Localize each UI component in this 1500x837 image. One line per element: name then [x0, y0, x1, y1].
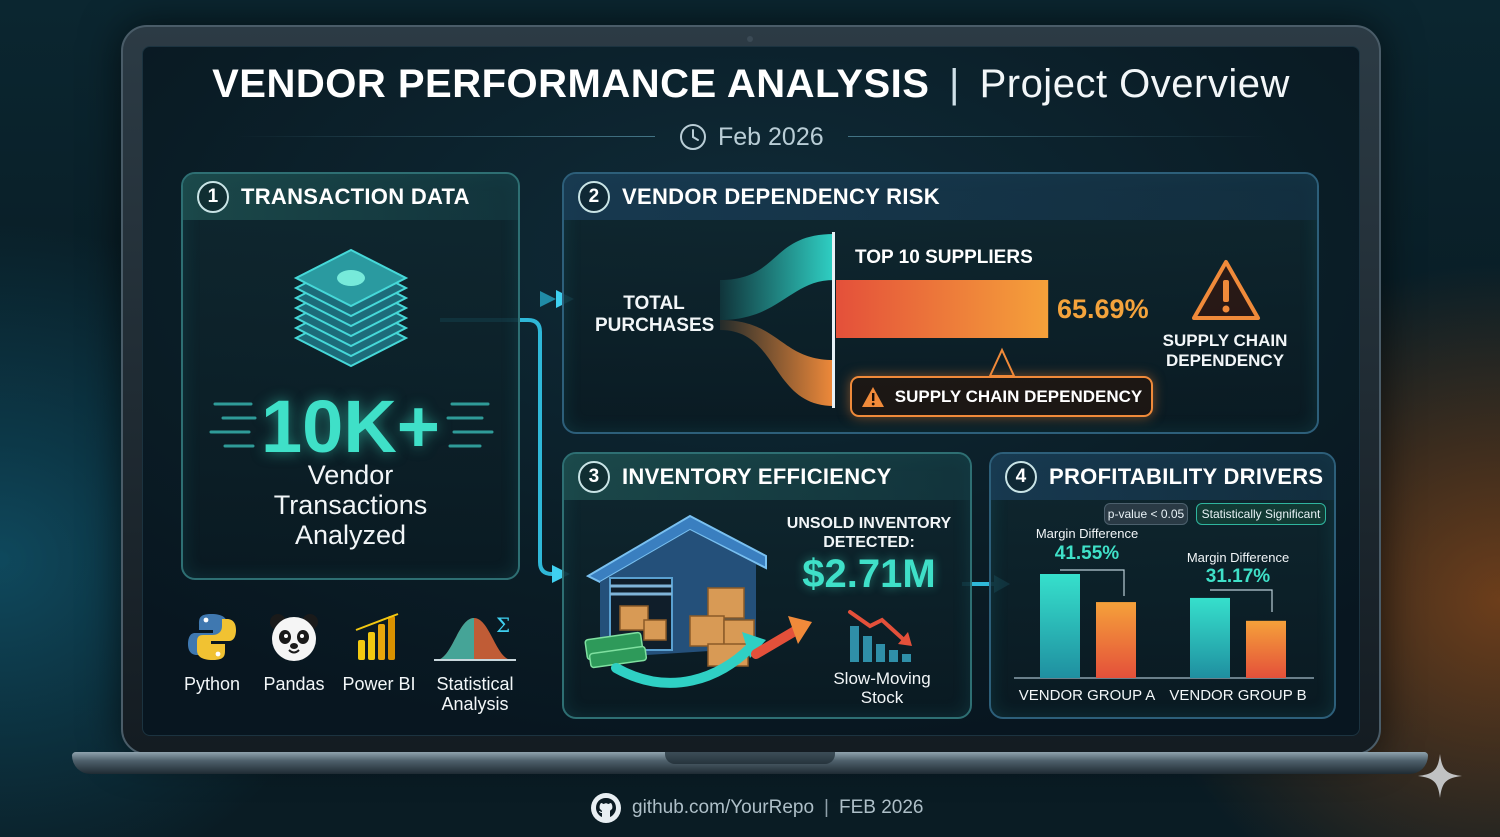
caption-line: Vendor [307, 460, 394, 490]
github-icon [591, 793, 621, 823]
flow-top-suppliers [720, 234, 834, 320]
transaction-data-header: 1 TRANSACTION DATA [183, 174, 518, 220]
profitability-drivers-header: 4 PROFITABILITY DRIVERS [991, 454, 1334, 500]
tool-pandas: Pandas [258, 610, 330, 694]
warehouse-icon [584, 514, 812, 688]
top10-share-value: 65.69% [1057, 294, 1149, 324]
arrow-head-inventory [552, 565, 570, 583]
laptop-notch [665, 752, 835, 764]
footer: github.com/YourRepo | FEB 2026 [590, 792, 923, 824]
tool-label: Statistical [436, 674, 514, 694]
tool-label: Python [183, 674, 241, 694]
unsold-inventory-label: UNSOLD INVENTORY DETECTED: [780, 514, 958, 552]
group-b-bar-teal [1190, 597, 1230, 678]
warning-triangle-icon [1192, 260, 1260, 320]
total-purchases-label: TOTAL PURCHASES [595, 293, 715, 337]
transaction-data-panel: 1 TRANSACTION DATA [181, 172, 520, 580]
title-divider-left [235, 136, 655, 137]
label-line: DETECTED: [823, 534, 915, 551]
tool-label: Analysis [441, 694, 509, 714]
title-separator: | [949, 62, 960, 106]
group-a-bar-orange [1096, 602, 1136, 678]
label-line: UNSOLD INVENTORY [786, 515, 952, 532]
date-label: Feb 2026 [718, 122, 824, 151]
stacked-cash-icon [293, 248, 409, 368]
label-line: Slow-Moving [833, 669, 931, 688]
callout-pointer [988, 347, 1016, 377]
page-title: VENDOR PERFORMANCE ANALYSIS | Project Ov… [142, 62, 1360, 107]
group-a-bracket [1060, 569, 1125, 596]
tool-label: Power BI [342, 674, 416, 694]
significance-badge: Statistically Significant [1196, 503, 1326, 525]
step-badge: 4 [1005, 461, 1037, 493]
dependency-flow-chart [720, 232, 1049, 408]
top10-suppliers-label: TOP 10 SUPPLIERS [855, 247, 1033, 268]
python-icon [188, 614, 236, 660]
group-b-margin-label: Margin Difference [1186, 550, 1290, 565]
group-b-bar-orange [1246, 620, 1286, 678]
powerbi-icon [355, 613, 399, 660]
transactions-count: 10K+ [261, 385, 440, 468]
footer-separator: | [824, 797, 829, 818]
date-row: Feb 2026 [678, 121, 824, 153]
group-a-margin-label: Margin Difference [1035, 526, 1139, 541]
panda-icon [270, 614, 318, 661]
group-b-bracket [1210, 589, 1273, 612]
group-a-bar-teal [1040, 574, 1080, 678]
flow-other-suppliers [720, 320, 834, 406]
stat-glow-left [209, 402, 257, 448]
group-a-label: VENDOR GROUP A [1018, 687, 1156, 704]
sparkle-icon [1418, 754, 1462, 798]
webcam-icon [747, 36, 753, 42]
label-line: Stock [860, 688, 904, 707]
flow-axis [832, 232, 835, 408]
top10-share-bar [836, 280, 1049, 338]
group-a-margin-value: 41.55% [1054, 543, 1120, 564]
supply-chain-risk-label: SUPPLY CHAIN DEPENDENCY [1160, 331, 1290, 371]
warning-icon [861, 386, 884, 407]
callout-text: SUPPLY CHAIN DEPENDENCY [894, 386, 1143, 406]
repo-link[interactable]: github.com/YourRepo [632, 797, 815, 818]
caption-line: Transactions [273, 490, 428, 520]
bell-curve-icon: Σ [434, 613, 516, 661]
label-line: TOTAL [623, 293, 685, 314]
pvalue-badge: p-value < 0.05 [1104, 503, 1188, 525]
tool-powerbi: Power BI [341, 610, 417, 694]
group-b-margin-value: 31.17% [1205, 566, 1271, 587]
tool-label: Pandas [263, 674, 325, 694]
declining-bars-icon [848, 610, 912, 662]
transactions-caption: Vendor Transactions Analyzed [181, 460, 520, 550]
group-b-label: VENDOR GROUP B [1169, 687, 1307, 704]
label-line: DEPENDENCY [1165, 351, 1285, 370]
clock-icon [680, 124, 706, 150]
unsold-inventory-value: $2.71M [802, 552, 936, 596]
label-line: SUPPLY CHAIN [1162, 331, 1288, 350]
slow-moving-stock-label: Slow-Moving Stock [820, 669, 944, 707]
tool-statistics: Σ Statistical Analysis [430, 610, 520, 714]
footer-date: FEB 2026 [838, 797, 924, 818]
panel-title: INVENTORY EFFICIENCY [622, 464, 892, 489]
profitability-bar-chart [1014, 569, 1314, 679]
stat-glow-right [446, 402, 494, 448]
inventory-efficiency-header: 3 INVENTORY EFFICIENCY [564, 454, 970, 500]
title-divider-right [848, 136, 1268, 137]
label-line: PURCHASES [595, 315, 715, 336]
panel-title: TRANSACTION DATA [241, 184, 470, 209]
title-subtitle: Project Overview [979, 62, 1290, 106]
arrow-to-inventory [440, 318, 556, 576]
tool-python: Python [176, 610, 248, 694]
svg-text:Σ: Σ [496, 613, 510, 637]
panel-title: PROFITABILITY DRIVERS [1049, 464, 1324, 489]
supply-chain-callout: SUPPLY CHAIN DEPENDENCY [850, 376, 1153, 417]
step-badge: 3 [578, 461, 610, 493]
title-main: VENDOR PERFORMANCE ANALYSIS [212, 62, 930, 106]
caption-line: Analyzed [294, 520, 407, 550]
step-badge: 2 [578, 181, 610, 213]
vendor-dependency-header: 2 VENDOR DEPENDENCY RISK [564, 174, 1317, 220]
panel-title: VENDOR DEPENDENCY RISK [622, 184, 940, 209]
step-badge: 1 [197, 181, 229, 213]
